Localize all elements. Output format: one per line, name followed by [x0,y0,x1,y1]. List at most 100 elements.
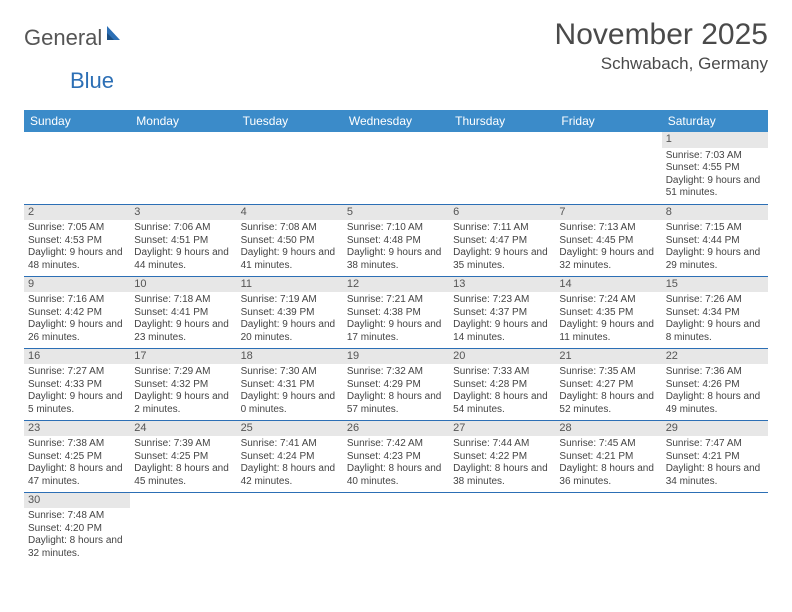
calendar-day-cell [662,492,768,564]
day-number: 19 [343,349,449,365]
day-number: 15 [662,277,768,293]
daylight-text: Daylight: 8 hours and 45 minutes. [134,463,232,488]
calendar-day-cell: 21Sunrise: 7:35 AMSunset: 4:27 PMDayligh… [555,348,661,420]
daylight-text: Daylight: 9 hours and 51 minutes. [666,175,764,200]
calendar-day-cell: 4Sunrise: 7:08 AMSunset: 4:50 PMDaylight… [237,204,343,276]
daylight-text: Daylight: 9 hours and 11 minutes. [559,319,657,344]
day-number: 8 [662,205,768,221]
sunrise-text: Sunrise: 7:16 AM [28,294,126,307]
weekday-header: Thursday [449,110,555,132]
calendar-day-cell: 27Sunrise: 7:44 AMSunset: 4:22 PMDayligh… [449,420,555,492]
calendar-day-cell [555,492,661,564]
calendar-week-row: 9Sunrise: 7:16 AMSunset: 4:42 PMDaylight… [24,276,768,348]
daylight-text: Daylight: 8 hours and 40 minutes. [347,463,445,488]
sunrise-text: Sunrise: 7:36 AM [666,366,764,379]
sunset-text: Sunset: 4:51 PM [134,235,232,248]
day-number: 24 [130,421,236,437]
daylight-text: Daylight: 8 hours and 47 minutes. [28,463,126,488]
sunset-text: Sunset: 4:28 PM [453,379,551,392]
day-number: 5 [343,205,449,221]
sunrise-text: Sunrise: 7:42 AM [347,438,445,451]
calendar-day-cell: 2Sunrise: 7:05 AMSunset: 4:53 PMDaylight… [24,204,130,276]
sunrise-text: Sunrise: 7:35 AM [559,366,657,379]
daylight-text: Daylight: 9 hours and 38 minutes. [347,247,445,272]
sunrise-text: Sunrise: 7:10 AM [347,222,445,235]
sunset-text: Sunset: 4:25 PM [28,451,126,464]
daylight-text: Daylight: 9 hours and 29 minutes. [666,247,764,272]
day-number: 18 [237,349,343,365]
sunrise-text: Sunrise: 7:39 AM [134,438,232,451]
sunrise-text: Sunrise: 7:38 AM [28,438,126,451]
calendar-day-cell: 22Sunrise: 7:36 AMSunset: 4:26 PMDayligh… [662,348,768,420]
sunrise-text: Sunrise: 7:26 AM [666,294,764,307]
calendar-day-cell [449,132,555,204]
sunset-text: Sunset: 4:48 PM [347,235,445,248]
sunset-text: Sunset: 4:34 PM [666,307,764,320]
calendar-table: Sunday Monday Tuesday Wednesday Thursday… [24,110,768,564]
sunset-text: Sunset: 4:31 PM [241,379,339,392]
day-number: 20 [449,349,555,365]
sunset-text: Sunset: 4:23 PM [347,451,445,464]
day-number: 4 [237,205,343,221]
sunrise-text: Sunrise: 7:19 AM [241,294,339,307]
title-block: November 2025 Schwabach, Germany [555,18,768,74]
sunset-text: Sunset: 4:32 PM [134,379,232,392]
sunrise-text: Sunrise: 7:47 AM [666,438,764,451]
daylight-text: Daylight: 9 hours and 14 minutes. [453,319,551,344]
daylight-text: Daylight: 9 hours and 41 minutes. [241,247,339,272]
sunset-text: Sunset: 4:29 PM [347,379,445,392]
sunrise-text: Sunrise: 7:05 AM [28,222,126,235]
day-number: 27 [449,421,555,437]
weekday-header: Friday [555,110,661,132]
logo-text-blue: Blue [70,68,114,93]
weekday-header: Monday [130,110,236,132]
sunset-text: Sunset: 4:20 PM [28,523,126,536]
sunrise-text: Sunrise: 7:21 AM [347,294,445,307]
daylight-text: Daylight: 9 hours and 5 minutes. [28,391,126,416]
sail-icon [104,24,124,42]
calendar-day-cell [237,492,343,564]
sunset-text: Sunset: 4:47 PM [453,235,551,248]
calendar-day-cell: 1Sunrise: 7:03 AMSunset: 4:55 PMDaylight… [662,132,768,204]
daylight-text: Daylight: 9 hours and 23 minutes. [134,319,232,344]
calendar-week-row: 23Sunrise: 7:38 AMSunset: 4:25 PMDayligh… [24,420,768,492]
calendar-day-cell: 8Sunrise: 7:15 AMSunset: 4:44 PMDaylight… [662,204,768,276]
calendar-week-row: 16Sunrise: 7:27 AMSunset: 4:33 PMDayligh… [24,348,768,420]
calendar-day-cell [130,492,236,564]
calendar-day-cell: 11Sunrise: 7:19 AMSunset: 4:39 PMDayligh… [237,276,343,348]
day-number: 21 [555,349,661,365]
sunset-text: Sunset: 4:50 PM [241,235,339,248]
sunset-text: Sunset: 4:35 PM [559,307,657,320]
calendar-day-cell: 7Sunrise: 7:13 AMSunset: 4:45 PMDaylight… [555,204,661,276]
calendar-day-cell [555,132,661,204]
calendar-day-cell: 28Sunrise: 7:45 AMSunset: 4:21 PMDayligh… [555,420,661,492]
sunrise-text: Sunrise: 7:48 AM [28,510,126,523]
weekday-header: Sunday [24,110,130,132]
daylight-text: Daylight: 8 hours and 42 minutes. [241,463,339,488]
daylight-text: Daylight: 8 hours and 54 minutes. [453,391,551,416]
calendar-day-cell: 30Sunrise: 7:48 AMSunset: 4:20 PMDayligh… [24,492,130,564]
sunrise-text: Sunrise: 7:32 AM [347,366,445,379]
day-number: 22 [662,349,768,365]
daylight-text: Daylight: 9 hours and 26 minutes. [28,319,126,344]
sunset-text: Sunset: 4:21 PM [559,451,657,464]
weekday-header: Saturday [662,110,768,132]
day-number: 16 [24,349,130,365]
sunrise-text: Sunrise: 7:27 AM [28,366,126,379]
sunrise-text: Sunrise: 7:30 AM [241,366,339,379]
sunrise-text: Sunrise: 7:29 AM [134,366,232,379]
daylight-text: Daylight: 8 hours and 52 minutes. [559,391,657,416]
calendar-day-cell: 13Sunrise: 7:23 AMSunset: 4:37 PMDayligh… [449,276,555,348]
daylight-text: Daylight: 9 hours and 44 minutes. [134,247,232,272]
sunset-text: Sunset: 4:22 PM [453,451,551,464]
day-number: 6 [449,205,555,221]
month-title: November 2025 [555,18,768,52]
daylight-text: Daylight: 9 hours and 48 minutes. [28,247,126,272]
daylight-text: Daylight: 9 hours and 8 minutes. [666,319,764,344]
sunset-text: Sunset: 4:42 PM [28,307,126,320]
calendar-day-cell: 16Sunrise: 7:27 AMSunset: 4:33 PMDayligh… [24,348,130,420]
day-number: 23 [24,421,130,437]
calendar-day-cell [237,132,343,204]
daylight-text: Daylight: 9 hours and 20 minutes. [241,319,339,344]
sunrise-text: Sunrise: 7:11 AM [453,222,551,235]
